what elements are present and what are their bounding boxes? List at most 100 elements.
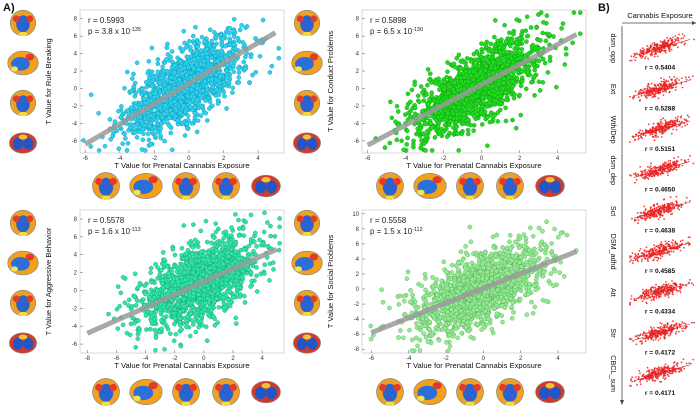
scatter-point	[161, 315, 166, 321]
scatter-point	[172, 252, 178, 258]
scatter-point	[436, 95, 442, 101]
scatter-point	[524, 14, 530, 20]
y-tick-label: 8	[74, 17, 78, 23]
scatter-point	[215, 101, 221, 106]
scatter-point	[533, 45, 538, 51]
y-tick-label: -6	[72, 139, 78, 145]
scatter-point	[152, 124, 157, 130]
scatter-point	[495, 90, 501, 96]
scatter-point	[198, 61, 204, 67]
scatter-point	[96, 148, 102, 153]
scatter-point	[165, 283, 170, 289]
scatter-point	[204, 51, 209, 56]
scatter-point	[206, 42, 212, 48]
scatter-point	[192, 115, 198, 120]
scatter-point	[162, 119, 167, 125]
scatter-point	[418, 84, 424, 89]
scatter-point	[479, 110, 484, 115]
x-tick-label: -6	[369, 356, 375, 362]
scatter-point	[207, 27, 213, 33]
x-tick-label: -2	[443, 356, 449, 362]
scatter-point	[219, 48, 224, 53]
scatter-point	[185, 54, 191, 60]
scatter-point	[193, 311, 199, 316]
scatter-point	[466, 79, 471, 85]
x-tick-label: 4	[256, 156, 260, 162]
scatter-point	[570, 40, 575, 46]
scatter-point	[403, 112, 408, 117]
scatter-point	[120, 274, 126, 280]
scatter-point	[154, 291, 159, 297]
scatter-point	[545, 70, 551, 75]
scatter-point	[204, 338, 210, 343]
y-tick-label: 4	[356, 257, 360, 263]
scatter-point	[185, 126, 190, 131]
scatter-point	[480, 122, 485, 127]
scatter-point	[178, 64, 184, 69]
scatter-point	[446, 90, 451, 95]
scatter-point	[181, 103, 187, 108]
scatter-point	[445, 111, 451, 116]
scatter-point	[114, 128, 120, 134]
scatter-point	[206, 250, 212, 256]
x-tick-label: 2	[519, 356, 523, 362]
scatter-point	[213, 229, 219, 235]
scatter-point	[493, 18, 498, 23]
scatter-point	[159, 281, 165, 287]
scatter-point	[551, 34, 556, 39]
scatter-point	[524, 312, 530, 317]
scatter-point	[456, 52, 462, 58]
scatter-point	[441, 86, 447, 92]
scatter-point	[430, 275, 435, 280]
scatter-point	[196, 292, 201, 297]
scatter-point	[171, 99, 177, 104]
x-tick-label: -6	[114, 356, 120, 362]
scatter-point	[184, 121, 190, 126]
scatter-point	[236, 65, 241, 71]
scatter-point	[252, 239, 257, 245]
y-tick-label: -6	[72, 342, 78, 348]
scatter-point	[165, 326, 171, 332]
scatter-point	[149, 45, 155, 51]
scatter-point	[185, 314, 190, 319]
scatter-point	[455, 131, 460, 137]
scatter-point	[254, 289, 260, 294]
scatter-point	[233, 315, 239, 321]
scatter-point	[216, 305, 222, 310]
scatter-point	[461, 59, 466, 65]
y-tick-label: -6	[354, 332, 360, 338]
scatter-point	[243, 66, 249, 71]
scatter-point	[459, 131, 465, 137]
scatter-point	[191, 33, 196, 39]
scatter-point	[201, 307, 207, 312]
scatter-point	[506, 74, 511, 80]
y-tick-label: -2	[354, 104, 360, 110]
scatter-point	[250, 72, 255, 78]
scatter-point	[519, 79, 525, 84]
scatter-point	[233, 278, 239, 283]
scatter-point	[164, 69, 170, 74]
scatter-point	[137, 129, 142, 135]
scatter-point	[445, 60, 450, 65]
scatter-point	[220, 295, 226, 300]
scatter-point	[130, 76, 135, 81]
scatter-point	[193, 24, 198, 30]
scatter-point	[122, 131, 127, 137]
scatter-point	[211, 50, 217, 55]
scatter-point	[253, 230, 258, 236]
scatter-point	[436, 81, 442, 87]
y-tick-label: 6	[74, 34, 78, 40]
scatter-point	[578, 10, 583, 15]
scatter-point	[502, 22, 507, 28]
scatter-point	[532, 74, 537, 79]
scatter-point	[186, 300, 192, 305]
scatter-point	[114, 306, 120, 312]
scatter-point	[500, 98, 505, 103]
scatter-point	[404, 105, 410, 111]
scatter-point	[463, 64, 469, 69]
scatter-point	[531, 62, 536, 68]
scatter-point	[485, 143, 490, 148]
scatter-point	[162, 321, 168, 327]
